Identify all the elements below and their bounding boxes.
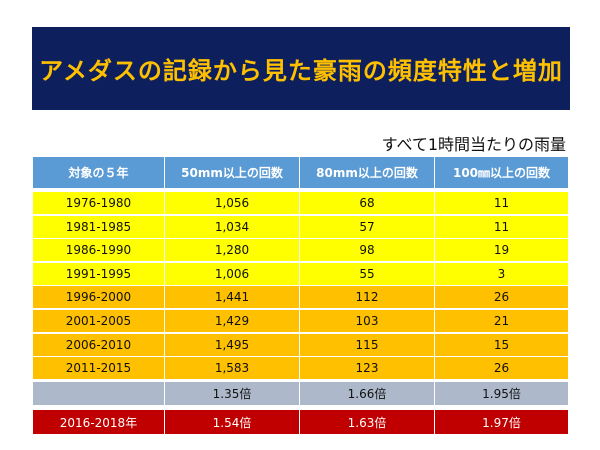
data-row: 2006-2010 1,495 115 15 [33,333,568,357]
cell: 80mm以上の回数 [300,157,435,188]
cell: 1981-1985 [33,215,165,238]
cell: 1.95倍 [482,387,521,401]
cell: 68 [300,192,435,214]
cell: 112 [300,286,435,309]
cell: 1,583 [165,357,300,380]
cell: 1,495 [165,333,300,356]
cell: 2001-2005 [33,310,165,332]
cell: 26 [493,361,510,376]
cell: 50mm以上の回数 [165,157,300,188]
data-row: 2001-2005 1,429 103 21 [33,310,568,333]
cell: 1991-1995 [33,262,165,285]
cell: 1,034 [165,215,300,238]
cell: 2016-2018年 [33,410,165,434]
ratio-row: 1.35倍 1.66倍 1.95倍 [33,382,568,405]
cell: 3 [497,266,506,281]
cell: 21 [493,314,510,328]
cell: 15 [493,337,510,352]
note: すべて1時間当たりの雨量 [381,135,566,154]
cell: 57 [300,215,435,238]
cell: 1.54倍 [165,410,300,434]
cell: 11 [493,219,510,234]
data-row: 1976-1980 1,056 68 11 [33,192,568,215]
cell: 対象の５年 [33,157,165,188]
cell: 26 [493,290,510,305]
title: アメダスの記録から見た豪雨の頻度特性と増加 [39,57,563,85]
cell: 11 [493,196,510,210]
cell: 2011-2015 [33,357,165,380]
cell: 1.66倍 [300,382,435,405]
cell: 19 [493,243,510,258]
header-row: 対象の５年 50mm以上の回数 80mm以上の回数 100㎜以上の回数 [33,157,568,188]
cell: 1976-1980 [33,192,165,214]
title-banner: アメダスの記録から見た豪雨の頻度特性と増加 [32,27,570,110]
cell: 100㎜以上の回数 [452,166,551,180]
cell: 123 [300,357,435,380]
cell: 1.35倍 [165,382,300,405]
cell [33,382,165,405]
data-row: 1996-2000 1,441 112 26 [33,286,568,310]
cell: 98 [300,239,435,262]
cell: 1986-1990 [33,239,165,262]
cell: 1,006 [165,262,300,285]
cell: 103 [300,310,435,332]
cell: 55 [300,262,435,285]
data-row: 1986-1990 1,280 98 19 [33,239,568,263]
cell: 1,056 [165,192,300,214]
recent-row: 2016-2018年 1.54倍 1.63倍 1.97倍 [33,410,568,434]
cell: 1.97倍 [482,415,521,430]
data-row: 1991-1995 1,006 55 3 [33,262,568,286]
cell: 115 [300,333,435,356]
cell: 1,441 [165,286,300,309]
data-row: 2011-2015 1,583 123 26 [33,357,568,381]
cell: 1996-2000 [33,286,165,309]
cell: 1.63倍 [300,410,435,434]
data-row: 1981-1985 1,034 57 11 [33,215,568,239]
cell: 1,280 [165,239,300,262]
cell: 1,429 [165,310,300,332]
cell: 2006-2010 [33,333,165,356]
